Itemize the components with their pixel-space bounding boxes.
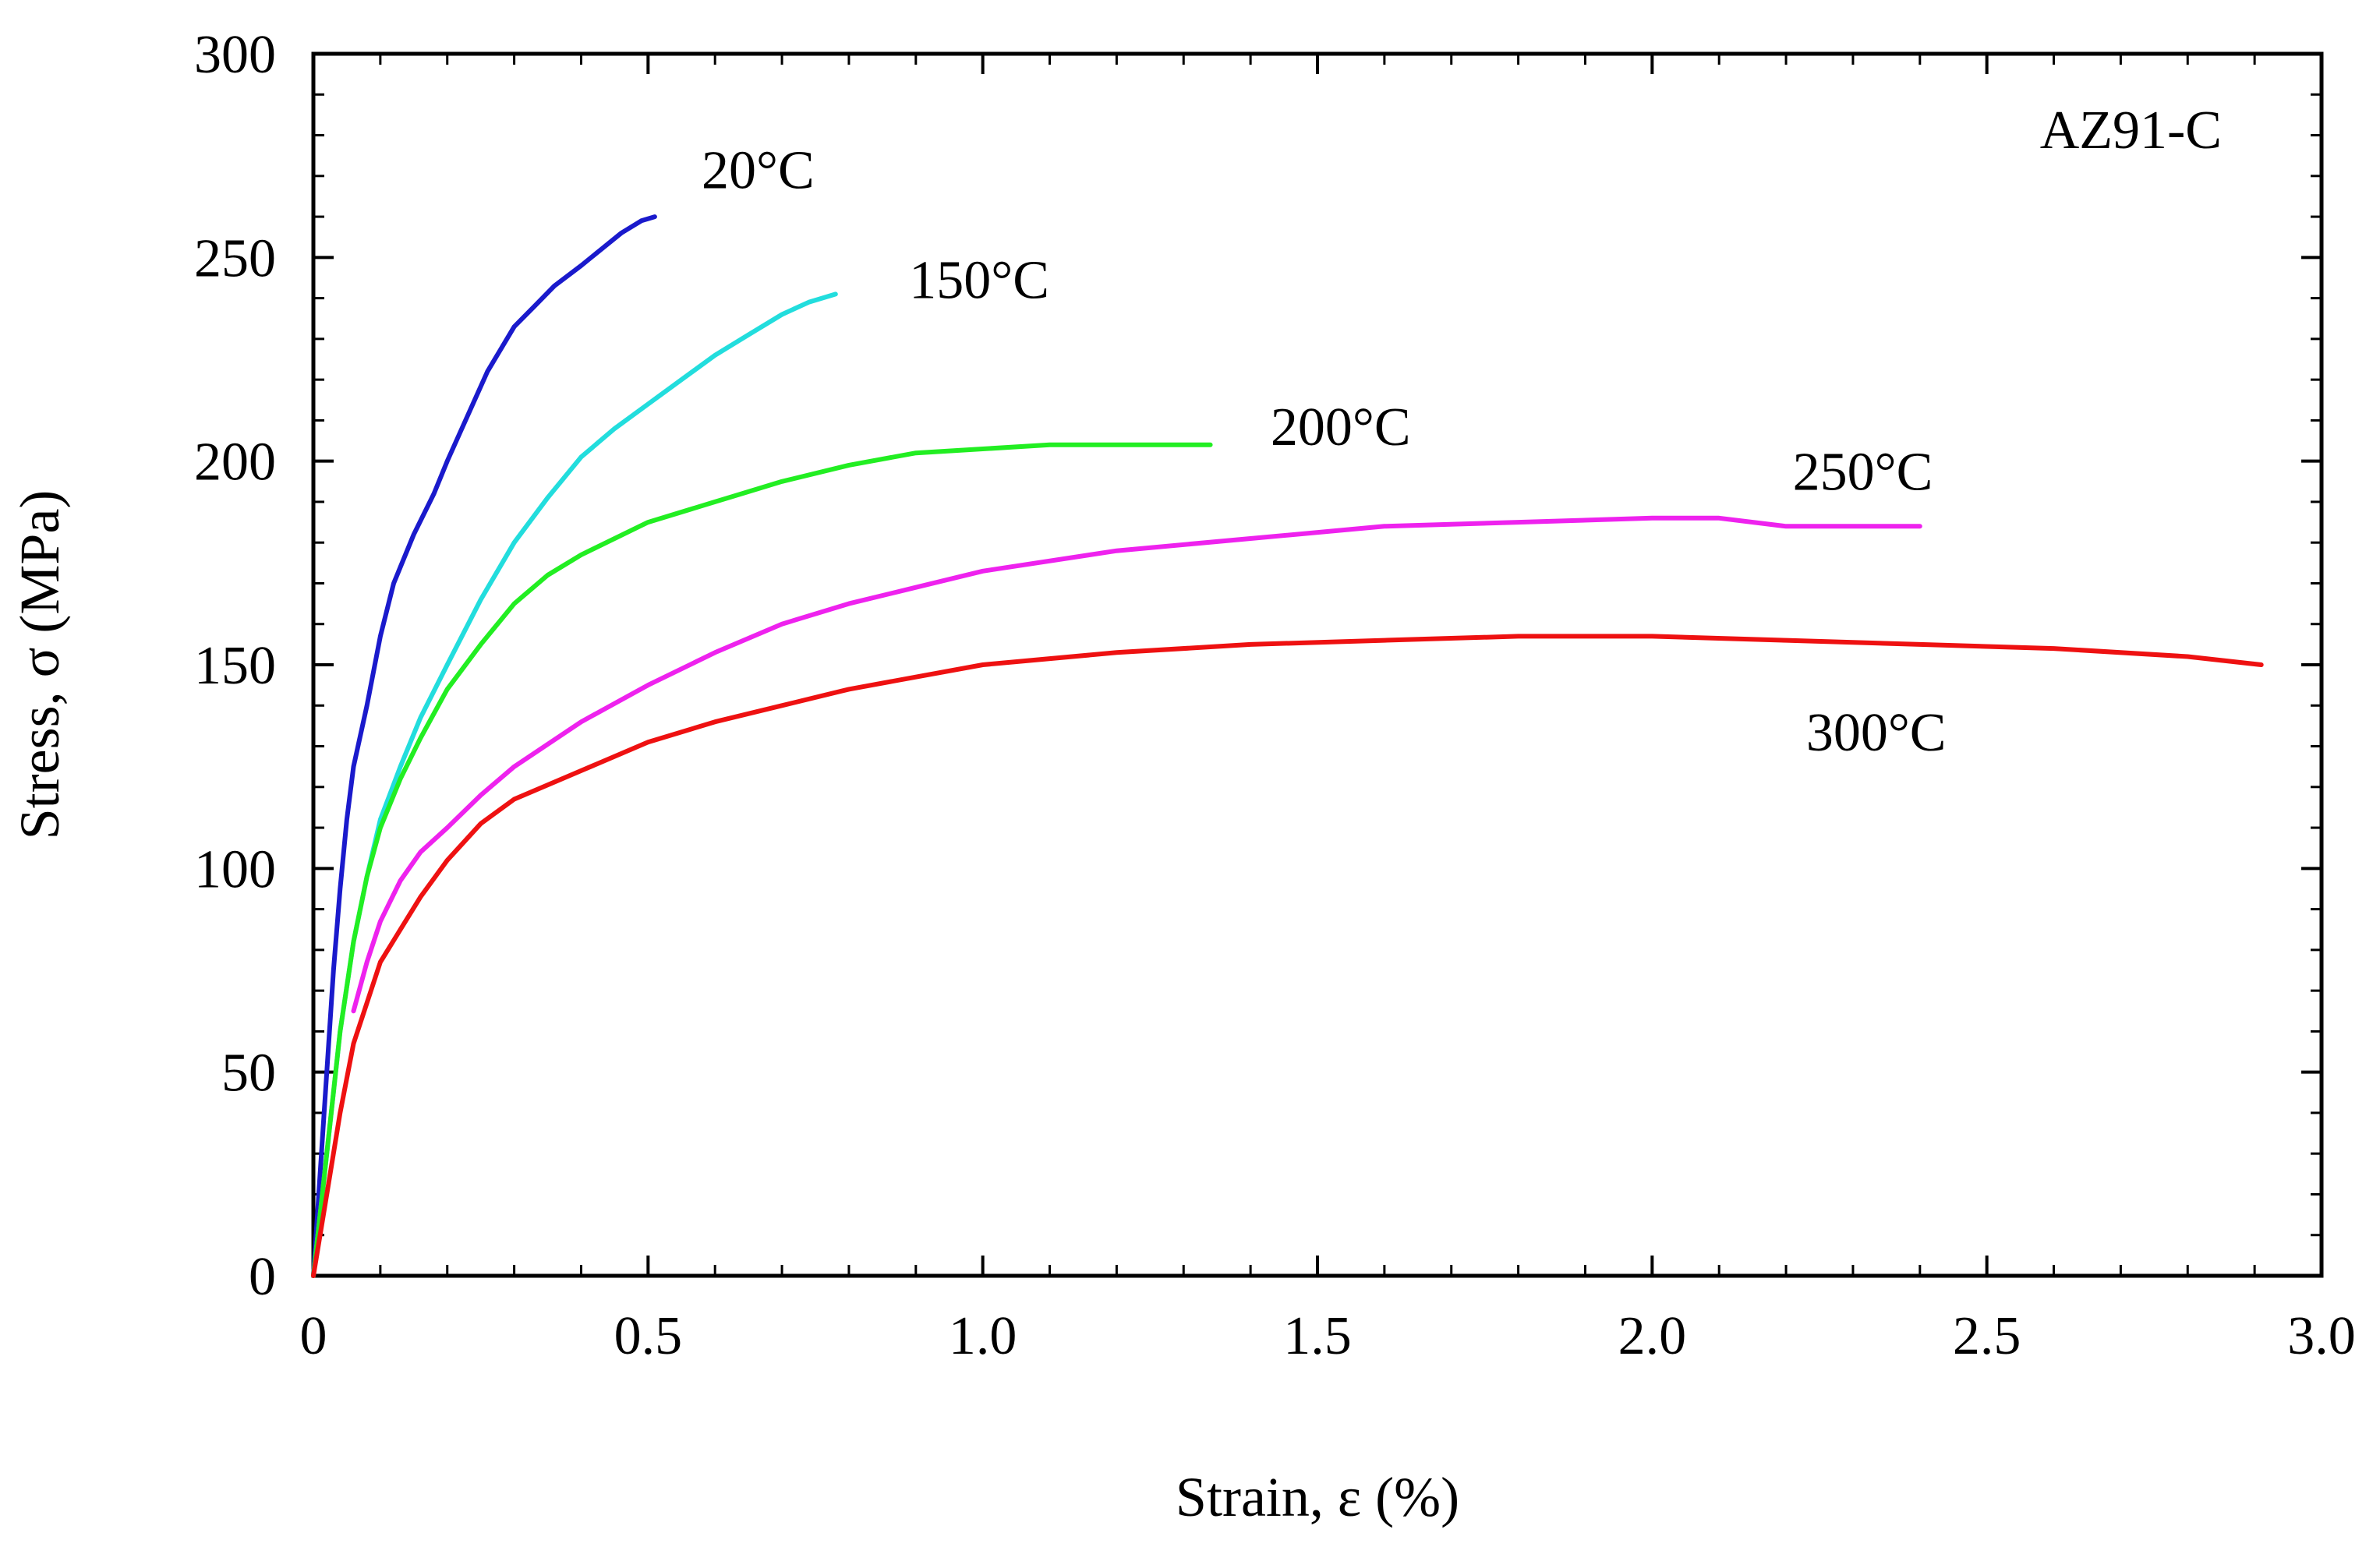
x-tick-label: 2.5 <box>1953 1306 2021 1366</box>
x-tick-label: 1.5 <box>1283 1306 1352 1366</box>
x-tick-label: 3.0 <box>2287 1306 2356 1366</box>
series-line-200c <box>311 442 1213 1278</box>
y-tick-label: 0 <box>249 1247 276 1307</box>
x-tick-label: 1.0 <box>949 1306 1017 1366</box>
y-tick-label: 200 <box>194 433 276 493</box>
series-label-300c: 300°C <box>1806 703 1947 763</box>
y-axis-ticks: 0 50 100 150 200 250 300 <box>194 25 2322 1307</box>
series-line-20c <box>311 214 657 1278</box>
x-tick-label: 0.5 <box>614 1306 683 1366</box>
series-lines <box>311 214 2264 1278</box>
series-line-250c <box>351 515 1922 1014</box>
y-tick-label: 300 <box>194 25 276 85</box>
series-line-150c <box>311 291 838 1278</box>
y-tick-label: 100 <box>194 839 276 899</box>
series-labels: 20°C 150°C 200°C 250°C 300°C <box>702 140 1946 762</box>
x-axis-ticks: 0 0.5 1.0 1.5 2.0 2.5 3.0 <box>300 54 2356 1366</box>
y-axis-title: Stress, σ (MPa) <box>9 490 71 840</box>
series-label-200c: 200°C <box>1271 397 1411 457</box>
x-tick-label: 0 <box>300 1306 327 1366</box>
y-tick-label: 50 <box>221 1044 276 1104</box>
y-tick-label: 150 <box>194 636 276 696</box>
x-axis-title: Strain, ε (%) <box>1176 1466 1459 1528</box>
series-label-150c: 150°C <box>909 251 1049 311</box>
series-label-20c: 20°C <box>702 140 815 200</box>
series-line-300c <box>311 634 2264 1278</box>
annotation-alloy: AZ91-C <box>2040 101 2222 161</box>
x-tick-label: 2.0 <box>1618 1306 1687 1366</box>
y-tick-label: 250 <box>194 228 276 288</box>
series-label-250c: 250°C <box>1793 442 1933 502</box>
